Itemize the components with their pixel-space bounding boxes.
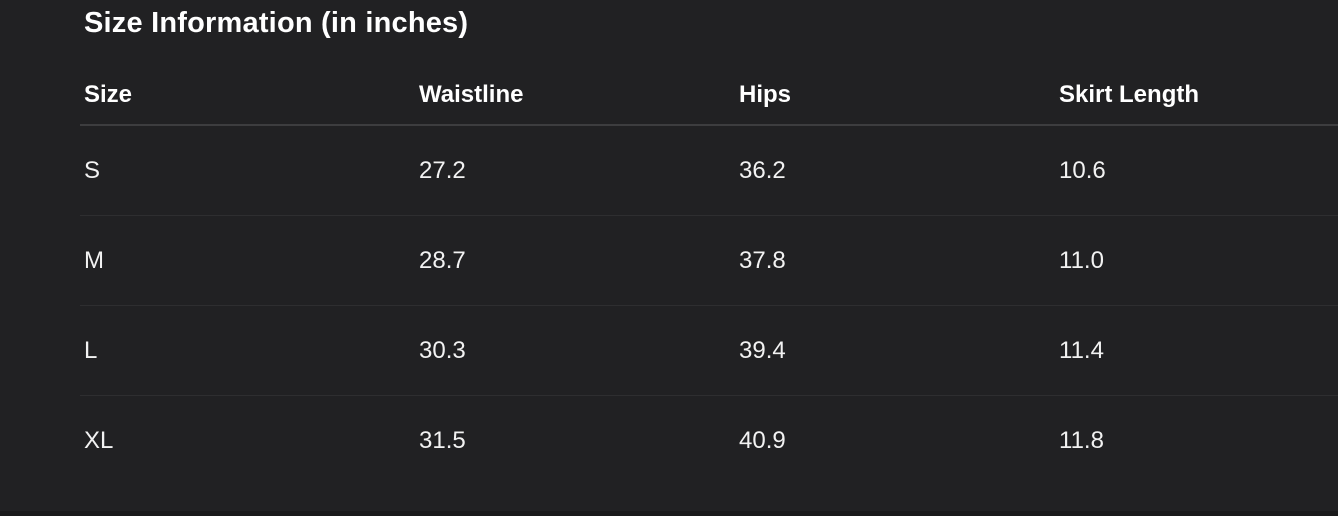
column-header-hips: Hips — [739, 81, 792, 108]
table-row-xl: XL 31.5 40.9 11.8 — [80, 396, 1338, 486]
column-header-waistline: Waistline — [419, 81, 524, 108]
page-title: Size Information (in inches) — [84, 7, 469, 39]
waistline-cell: 30.3 — [419, 336, 466, 364]
hips-cell: 40.9 — [739, 427, 786, 454]
waistline-cell: 27.2 — [419, 156, 466, 184]
waistline-cell: 31.5 — [419, 427, 466, 454]
waistline-cell: 28.7 — [419, 246, 466, 274]
table-row-m: M 28.7 37.8 11.0 — [80, 216, 1338, 306]
table-row-l: L 30.3 39.4 11.4 — [80, 306, 1338, 396]
skirt-length-cell: 11.8 — [1059, 427, 1104, 454]
hips-cell: 39.4 — [739, 336, 786, 364]
size-table: Size Waistline Hips Skirt Length S 27.2 … — [80, 45, 1338, 486]
size-cell: M — [84, 246, 104, 274]
size-cell: S — [84, 156, 101, 184]
hips-cell: 36.2 — [739, 156, 786, 184]
table-header-row: Size Waistline Hips Skirt Length — [80, 45, 1338, 126]
size-cell: L — [84, 336, 98, 364]
hips-cell: 37.8 — [739, 246, 786, 274]
skirt-length-cell: 11.4 — [1059, 336, 1104, 364]
column-header-skirt-length: Skirt Length — [1059, 81, 1200, 108]
column-header-size: Size — [84, 81, 133, 108]
skirt-length-cell: 10.6 — [1059, 156, 1106, 184]
size-cell: XL — [84, 427, 114, 454]
bottom-edge-strip — [0, 511, 1338, 516]
skirt-length-cell: 11.0 — [1059, 246, 1104, 274]
table-row-s: S 27.2 36.2 10.6 — [80, 126, 1338, 216]
